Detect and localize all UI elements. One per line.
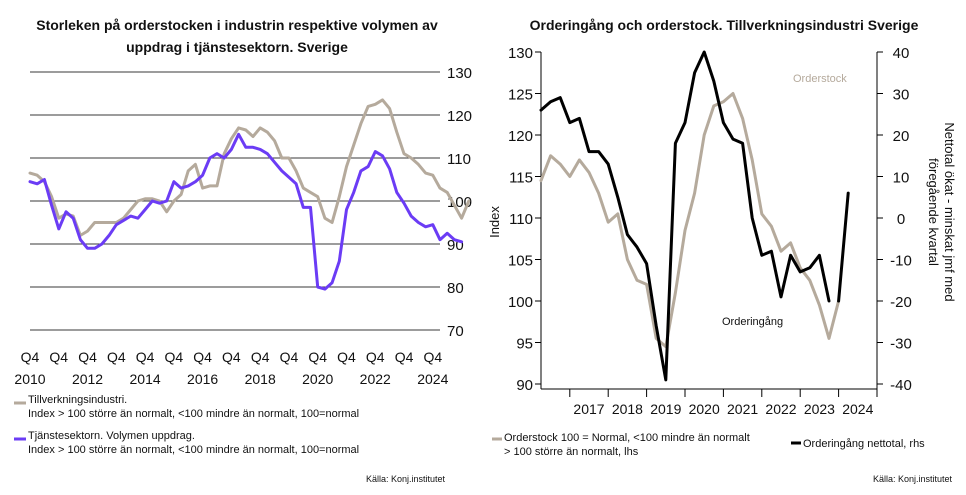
left-x-tick-quarter: Q4 [395, 349, 414, 365]
left-x-tick-quarter: Q4 [251, 349, 270, 365]
left-x-tick-quarter: Q4 [423, 349, 442, 365]
left-y-tick-label: 130 [447, 65, 472, 82]
right-y-axis-label: Index [487, 206, 502, 238]
right-left-y-tick-label: 100 [508, 294, 533, 311]
left-chart-title-line1: Storleken på orderstocken i industrin re… [36, 17, 438, 33]
orderstock-series-line [539, 92, 841, 349]
right-left-y-tick-label: 115 [509, 170, 533, 187]
left-x-tick-quarter: Q4 [280, 349, 299, 365]
left-x-tick-year: 2010 [14, 371, 45, 387]
left-x-tick-quarter: Q4 [337, 349, 356, 365]
right-right-y-tick-label: 30 [893, 87, 910, 104]
left-y-tick-label: 80 [447, 280, 464, 297]
right-right-y-tick-label: -20 [890, 294, 912, 311]
right-right-y-tick-label: 20 [893, 128, 910, 145]
left-x-tick-quarter: Q4 [136, 349, 155, 365]
left-series [28, 98, 471, 291]
legend-manufacturing-line2: Index > 100 större än normalt, <100 mind… [28, 408, 359, 420]
left-source: Källa: Konj.institutet [366, 474, 446, 484]
right-x-tick-label: 2024 [842, 401, 873, 417]
right-axes-frame [535, 51, 883, 397]
right-right-y-tick-label: 10 [893, 170, 910, 187]
left-x-tick-quarter: Q4 [21, 349, 40, 365]
left-x-tick-quarter: Q4 [193, 349, 212, 365]
annotation-orderstock: Orderstock [793, 73, 847, 85]
legend-orderstock-line1: Orderstock 100 = Normal, <100 mindre än … [504, 432, 750, 444]
left-x-tick-year: 2020 [302, 371, 333, 387]
orderingang-series-line [539, 50, 831, 382]
manufacturing-series-line [28, 98, 471, 237]
right-x-tick-label: 2017 [573, 401, 604, 417]
left-x-tick-quarter: Q4 [78, 349, 97, 365]
services-series-line [28, 132, 464, 291]
left-y-tick-label: 110 [447, 151, 471, 168]
right-x-tick-label: 2019 [650, 401, 681, 417]
left-x-tick-quarter: Q4 [366, 349, 385, 365]
right-left-y-tick-label: 110 [509, 211, 533, 228]
legend-services-line1: Tjänstesektorn. Volymen uppdrag. [28, 430, 195, 442]
left-y-tick-label: 120 [447, 108, 472, 125]
right-left-y-tick-label: 130 [508, 45, 533, 62]
left-x-tick-quarter: Q4 [107, 349, 126, 365]
right-right-y-tick-label: -30 [890, 336, 912, 353]
right-series [539, 50, 850, 382]
right-left-y-tick-label: 105 [508, 253, 533, 270]
left-y-tick-label: 70 [447, 323, 464, 340]
legend-services-line2: Index > 100 större än normalt, <100 mind… [28, 444, 359, 456]
left-chart-title-line2: uppdrag i tjänstesektorn. Sverige [126, 39, 348, 55]
right-x-tick-label: 2023 [804, 401, 835, 417]
right-left-y-tick-label: 90 [516, 377, 533, 394]
left-x-tick-quarter: Q4 [308, 349, 327, 365]
right-left-y-tick-label: 125 [508, 87, 533, 104]
left-x-tick-quarter: Q4 [165, 349, 184, 365]
legend-manufacturing-line1: Tillverkningsindustri. [28, 394, 127, 406]
right-right-y-tick-label: 40 [893, 45, 910, 62]
right-left-y-tick-labels: 90 95 100 105 110 115 120 125 130 [508, 45, 533, 394]
left-gridlines [30, 71, 440, 331]
left-x-tick-quarter: Q4 [222, 349, 241, 365]
right-x-tick-labels: 2017 2018 2019 2020 2021 2022 2023 2024 [573, 401, 873, 417]
left-chart: Storleken på orderstocken i industrin re… [14, 17, 472, 484]
annotation-orderingang: Orderingång [722, 316, 783, 328]
right-left-y-tick-label: 95 [516, 336, 533, 353]
right-chart: Orderingång och orderstock. Tillverkning… [487, 17, 957, 484]
right-x-tick-label: 2021 [727, 401, 758, 417]
left-x-tick-year: 2014 [130, 371, 161, 387]
left-x-tick-year: 2012 [72, 371, 103, 387]
left-x-tick-year: 2018 [245, 371, 276, 387]
right-x-tick-label: 2022 [765, 401, 796, 417]
orderingang-series-line [837, 191, 850, 303]
right-right-y-tick-label: -40 [890, 377, 912, 394]
left-x-tick-year: 2022 [360, 371, 391, 387]
right-right-y-tick-label: -10 [890, 253, 912, 270]
left-x-tick-quarter: Q4 [49, 349, 68, 365]
right-y2-axis-label-line2: föregående kvartal [926, 158, 941, 266]
legend-orderingang: Orderingång nettotal, rhs [803, 438, 925, 450]
right-left-y-tick-label: 120 [508, 128, 533, 145]
right-x-tick-label: 2020 [689, 401, 720, 417]
right-right-y-tick-labels: -40 -30 -20 -10 0 10 20 30 40 [890, 45, 912, 394]
right-x-tick-label: 2018 [612, 401, 643, 417]
left-x-tick-year: 2024 [417, 371, 448, 387]
right-source: Källa: Konj.institutet [873, 474, 953, 484]
right-right-y-tick-label: 0 [897, 211, 905, 228]
left-x-tick-year: 2016 [187, 371, 218, 387]
right-y2-axis-label-line1: Nettotal ökat - minskat jmf med [942, 122, 957, 301]
legend-orderstock-line2: > 100 större än normalt, lhs [504, 446, 639, 458]
right-chart-title: Orderingång och orderstock. Tillverkning… [530, 17, 919, 33]
